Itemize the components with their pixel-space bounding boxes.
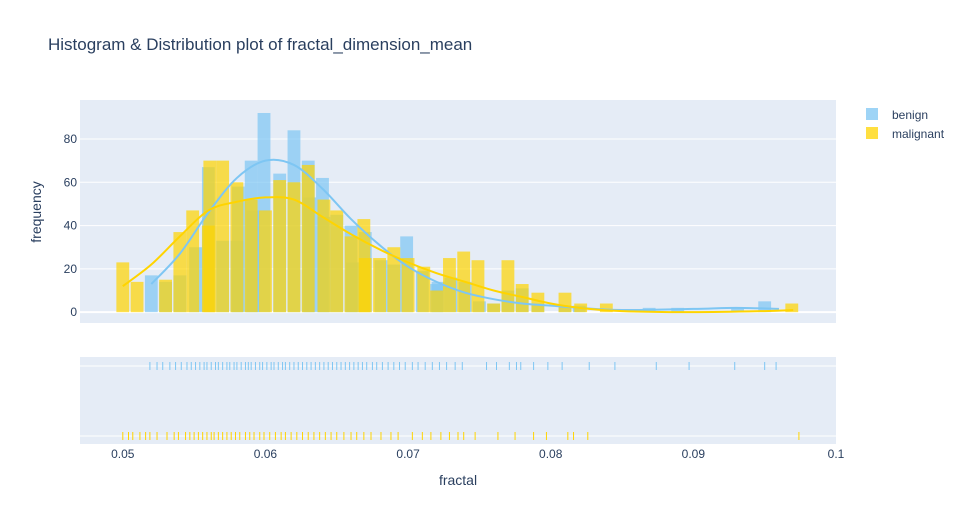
y-axis-ticks: 0 20 40 60 80: [64, 132, 78, 319]
bar-malignant: [287, 182, 301, 313]
bar-malignant: [317, 199, 331, 313]
y-axis-title: frequency: [28, 181, 44, 242]
bar-malignant: [401, 258, 415, 313]
bar-benign: [731, 307, 744, 313]
bar-benign: [144, 275, 158, 313]
bar-benign: [758, 301, 772, 313]
legend-item-benign[interactable]: benign: [866, 108, 928, 122]
legend[interactable]: benign malignant: [866, 108, 945, 141]
rug-plot-area: [80, 357, 836, 444]
bar-malignant: [259, 210, 272, 313]
bar-malignant: [159, 279, 173, 313]
x-axis-title: fractal: [439, 472, 477, 488]
y-tick-label: 0: [70, 305, 77, 319]
legend-swatch-malignant: [866, 127, 878, 139]
bar-malignant: [785, 303, 799, 313]
bar-malignant: [443, 258, 456, 313]
x-tick-label: 0.1: [828, 447, 845, 461]
curve-malignant: [122, 196, 794, 314]
x-tick-label: 0.06: [254, 447, 278, 461]
bar-malignant: [558, 292, 572, 313]
bar-malignant: [216, 160, 230, 313]
bar-malignant: [373, 258, 386, 313]
x-tick-label: 0.05: [111, 447, 135, 461]
bar-malignant: [487, 303, 501, 313]
bar-malignant: [273, 180, 287, 313]
rug-marks: [80, 362, 836, 440]
bar-malignant: [203, 160, 217, 313]
histogram-bars: [116, 112, 799, 313]
y-tick-label: 60: [64, 175, 78, 189]
y-tick-label: 80: [64, 132, 78, 146]
bar-malignant: [515, 284, 529, 313]
bar-malignant: [330, 210, 344, 313]
bar-malignant: [186, 210, 200, 313]
chart-title: Histogram & Distribution plot of fractal…: [48, 35, 472, 54]
legend-label-benign: benign: [892, 108, 928, 122]
bar-malignant: [130, 281, 144, 313]
x-tick-label: 0.09: [682, 447, 706, 461]
bar-malignant: [344, 236, 358, 313]
y-tick-label: 40: [64, 219, 78, 233]
x-tick-label: 0.07: [396, 447, 420, 461]
bar-malignant: [430, 290, 444, 313]
x-axis-ticks: 0.05 0.06 0.07 0.08 0.09 0.1: [111, 447, 845, 461]
legend-item-malignant[interactable]: malignant: [866, 127, 945, 141]
bar-malignant: [358, 258, 372, 313]
bar-malignant: [301, 164, 315, 313]
bar-malignant: [531, 292, 545, 313]
bar-malignant: [244, 199, 258, 313]
bar-malignant: [173, 232, 187, 313]
bar-malignant: [387, 247, 401, 313]
x-tick-label: 0.08: [539, 447, 563, 461]
legend-swatch-benign: [866, 108, 878, 120]
distribution-curves: [122, 158, 794, 314]
bar-malignant: [599, 303, 613, 313]
bar-malignant: [501, 260, 515, 313]
y-tick-label: 20: [64, 262, 78, 276]
curve-benign: [150, 158, 779, 312]
legend-label-malignant: malignant: [892, 127, 945, 141]
bar-malignant: [116, 262, 130, 313]
bar-malignant: [230, 182, 244, 313]
